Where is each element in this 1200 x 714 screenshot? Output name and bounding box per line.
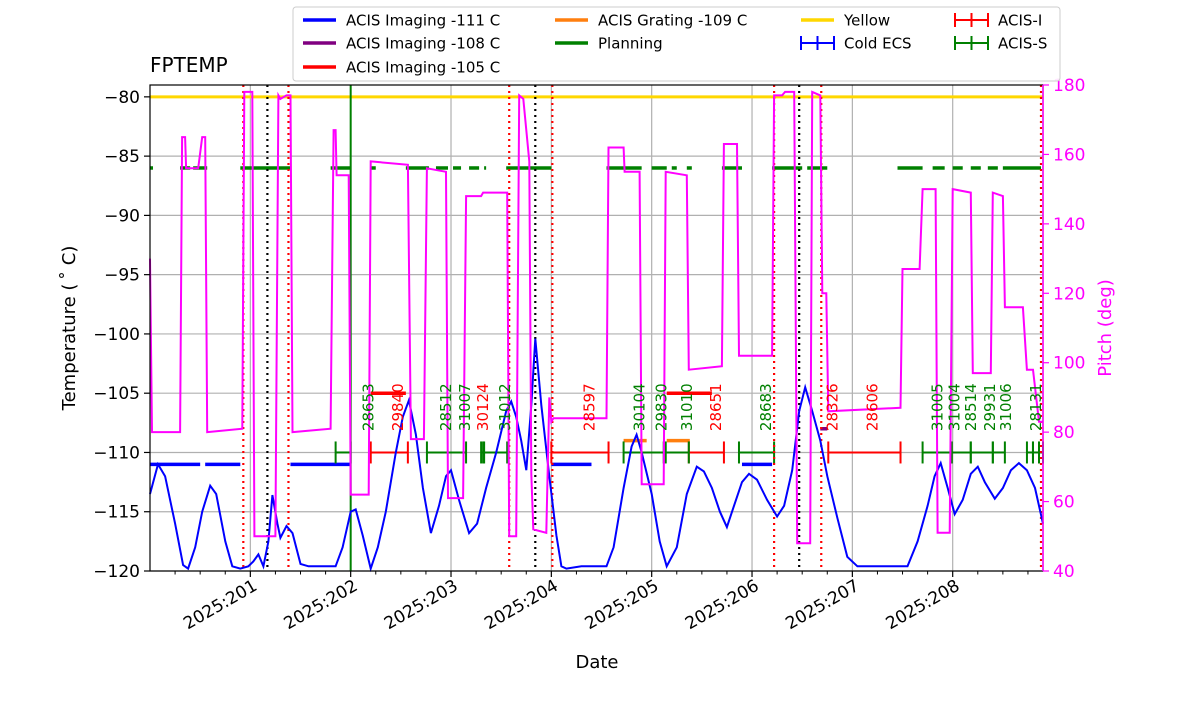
obsid-label: 28651 [707,383,725,431]
legend-label: ACIS-I [998,12,1042,30]
y-tick-label: −85 [104,147,140,167]
legend-label: Planning [598,35,663,53]
grid [150,85,1043,572]
plot-frame [149,84,1044,572]
y-tick-label: −90 [104,206,140,226]
obsid-label: 31005 [929,383,947,431]
y2-tick-label: 140 [1053,215,1085,235]
y2-tick-label: 40 [1053,562,1075,582]
obsid-labels: 28653 29840 28512 31007 30124 31012 28597 30104… [360,383,1045,431]
y2-tick-label: 60 [1053,493,1075,513]
obsid-label: 28683 [757,383,775,431]
x-tick-label: 2025:207 [782,576,863,634]
x-axis-label: Date [575,652,618,673]
y-tick-label: −110 [93,443,140,463]
y2-tick-label: 180 [1053,76,1085,96]
acis-s-bars [334,441,1044,464]
obsid-label: 28514 [962,383,980,431]
y-tick-label: −105 [93,384,140,404]
x-tick-label: 2025:201 [180,576,261,634]
obsid-label: 31004 [946,383,964,431]
y-tick-label: −100 [93,325,140,345]
legend-label: ACIS Grating -109 C [598,12,747,30]
fptemp-series-line [149,338,1044,573]
x-tick-label: 2025:206 [682,576,763,634]
legend-label: ACIS Imaging -111 C [346,12,500,30]
x-tick-label: 2025:208 [883,576,964,634]
x-axis: 2025:201 2025:202 2025:203 2025:204 2025:205… [174,571,1029,634]
vertical-markers [242,85,1043,571]
x-tick-label: 2025:203 [381,576,462,634]
y2-tick-label: 160 [1053,145,1085,165]
obsid-label: 28653 [360,383,378,431]
y2-tick-label: 120 [1053,284,1085,304]
y-tick-label: −115 [93,503,140,523]
obsid-label: 28131 [1027,383,1045,431]
obsid-label: 31006 [997,383,1015,431]
x-tick-label: 2025:204 [481,576,562,634]
obsid-label: 29840 [389,383,407,431]
obsid-label: 29830 [653,383,671,431]
obsid-label: 31012 [496,383,514,431]
y-axis-left: −120 −115 −110 −105 −100 −95 −90 −85 −80 [93,88,150,582]
pitch-series-line [149,90,1043,545]
y-tick-label: −80 [104,88,140,108]
y-axis-right: 40 60 80 100 120 140 160 180 [1042,76,1085,582]
legend-label: Yellow [843,12,890,30]
obsid-label: 28512 [437,383,455,431]
obsid-label: 29931 [981,383,999,431]
y2-tick-label: 80 [1053,423,1075,443]
obsid-label: 31007 [456,383,474,431]
y-tick-label: −95 [104,266,140,286]
y2-tick-label: 100 [1053,354,1085,374]
legend-label: ACIS Imaging -108 C [346,35,500,53]
x-tick-label: 2025:205 [582,576,663,634]
y-tick-label: −120 [93,562,140,582]
chart-title: FPTEMP [150,53,228,77]
obsid-label: 28597 [581,383,599,431]
obsid-label: 28606 [863,383,881,431]
legend: ACIS Imaging -111 C ACIS Imaging -108 C AC… [292,6,1061,82]
y-axis-label: Temperature ( ˚ C) [59,246,80,412]
x-tick-label: 2025:202 [281,576,362,634]
legend-label: ACIS-S [998,35,1047,53]
obsid-label: 30104 [631,383,649,431]
legend-frame [292,6,1061,82]
obsid-label: 30124 [474,383,492,431]
legend-label: Cold ECS [844,35,912,53]
obsid-label: 28326 [823,383,841,431]
y2-axis-label: Pitch (deg) [1095,279,1116,377]
obsid-label: 31010 [678,383,696,431]
legend-label: ACIS Imaging -105 C [346,59,500,77]
